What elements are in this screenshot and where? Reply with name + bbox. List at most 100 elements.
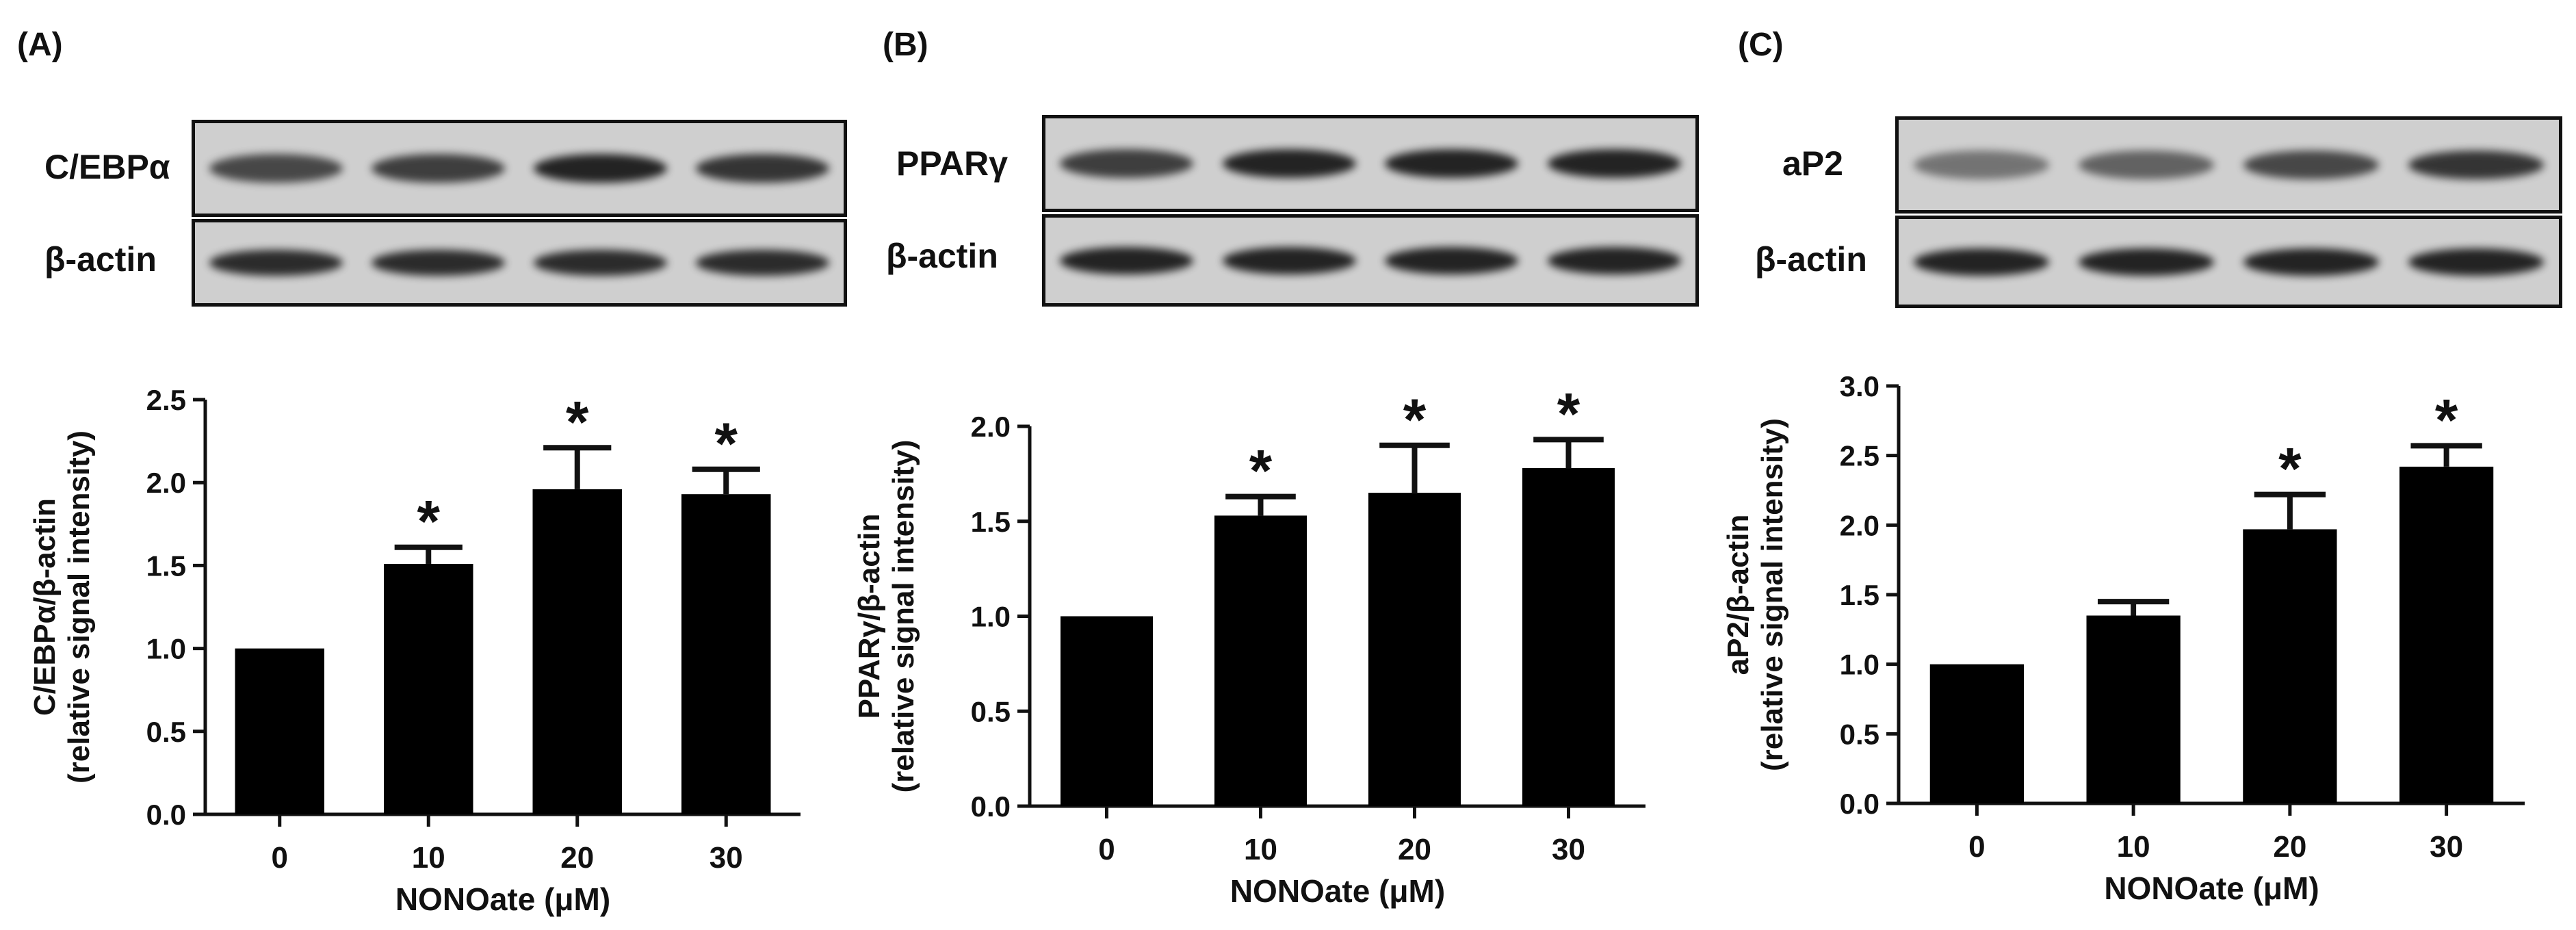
bar xyxy=(1061,616,1153,806)
blot-band xyxy=(209,250,343,276)
x-tick-label: 10 xyxy=(1244,833,1277,866)
blot-band xyxy=(2078,248,2214,276)
blot-band xyxy=(2408,150,2545,180)
blot-band xyxy=(1913,248,2049,276)
y-axis-label: PPARγ/β-actin xyxy=(853,514,886,719)
bar xyxy=(2086,615,2181,803)
significance-marker: * xyxy=(1249,439,1273,504)
x-tick-label: 0 xyxy=(272,841,288,875)
bar xyxy=(384,563,473,814)
bar xyxy=(532,489,622,814)
blot-band xyxy=(2408,248,2545,276)
bar-chart: 0.0 0.5 1.0 1.5 2.0 0 10 * 20 * 30 * NONOate (μM) PPA… xyxy=(853,381,1645,909)
blot-band xyxy=(372,250,505,276)
blot-band xyxy=(1913,150,2049,180)
blot-control-label: β-actin xyxy=(1755,240,1867,279)
blot-band xyxy=(2078,150,2214,180)
y-axis-label: C/EBPα/β-actin xyxy=(28,498,62,716)
bar xyxy=(1522,468,1615,806)
blot-band xyxy=(2243,248,2380,276)
x-tick-label: 30 xyxy=(2430,830,2463,864)
y-tick-label: 3.0 xyxy=(1840,370,1879,402)
bar xyxy=(1368,493,1461,806)
blot-target-strip xyxy=(1895,116,2562,214)
blot-band xyxy=(2243,150,2380,180)
blot-band xyxy=(1222,148,1356,179)
panel-a: (A) C/EBPα β-actin 0.0 0.5 1.0 1.5 2.0 2.5 0 10… xyxy=(0,0,859,930)
bar xyxy=(681,494,771,814)
significance-marker: * xyxy=(715,411,738,477)
x-tick-label: 20 xyxy=(2273,830,2306,864)
significance-marker: * xyxy=(417,489,441,555)
y-tick-label: 0.5 xyxy=(1840,718,1879,750)
y-tick-label: 1.5 xyxy=(146,550,186,582)
y-tick-label: 2.0 xyxy=(146,467,186,499)
x-tick-label: 10 xyxy=(412,841,445,875)
y-tick-label: 0.0 xyxy=(146,799,186,831)
x-tick-label: 0 xyxy=(1968,830,1985,864)
blot-band xyxy=(1060,148,1194,179)
y-tick-label: 0.0 xyxy=(1840,788,1879,820)
blot-control-strip xyxy=(1042,214,1699,307)
panel-label: (A) xyxy=(17,27,63,63)
y-tick-label: 1.0 xyxy=(1840,649,1879,681)
x-axis-label: NONOate (μM) xyxy=(2104,870,2319,906)
blot-control-label: β-actin xyxy=(44,240,157,279)
significance-marker: * xyxy=(566,389,589,455)
x-axis-label: NONOate (μM) xyxy=(1230,873,1445,909)
blot-band xyxy=(534,250,667,276)
y-tick-label: 2.5 xyxy=(1840,440,1879,472)
bar-chart: 0.0 0.5 1.0 1.5 2.0 2.5 3.0 0 10 20 * 30 * NONOate (μ… xyxy=(1721,370,2525,906)
blot-target-label: PPARγ xyxy=(896,144,1009,183)
x-tick-label: 30 xyxy=(710,841,743,875)
y-axis-label: (relative signal intensity) xyxy=(887,440,920,793)
panel-c: (C) aP2 β-actin 0.0 0.5 1.0 1.5 2.0 2.5 3.0 0 10… xyxy=(1717,0,2576,930)
panel-label: (C) xyxy=(1738,27,1784,63)
blot-target-label: C/EBPα xyxy=(44,148,170,186)
y-tick-label: 1.0 xyxy=(971,601,1011,633)
blot-control-strip xyxy=(1895,216,2562,308)
blot-band xyxy=(372,153,505,183)
bar xyxy=(1929,664,2024,803)
blot-band xyxy=(1385,246,1519,274)
y-tick-label: 0.5 xyxy=(146,716,186,748)
y-axis-label: aP2/β-actin xyxy=(1721,515,1755,675)
y-tick-label: 2.5 xyxy=(146,384,186,416)
blot-band xyxy=(1547,148,1681,179)
bar xyxy=(2399,466,2494,803)
panel-label: (B) xyxy=(883,27,928,63)
y-tick-label: 1.5 xyxy=(1840,579,1879,611)
y-tick-label: 0.5 xyxy=(971,695,1011,727)
blot-target-strip xyxy=(192,120,847,217)
y-tick-label: 1.0 xyxy=(146,633,186,665)
blot-target-label: aP2 xyxy=(1782,144,1843,183)
bar xyxy=(235,648,324,814)
blot-control-label: β-actin xyxy=(886,237,998,275)
y-tick-label: 2.0 xyxy=(971,411,1011,443)
bar xyxy=(2243,529,2337,803)
panel-b: (B) PPARγ β-actin 0.0 0.5 1.0 1.5 2.0 0 10 * 20 *… xyxy=(853,0,1717,930)
blot-band xyxy=(534,153,667,183)
y-tick-label: 1.5 xyxy=(971,506,1011,538)
blot-band xyxy=(1060,246,1194,274)
blot-control-strip xyxy=(192,219,847,307)
x-tick-label: 30 xyxy=(1552,833,1585,866)
blot-band xyxy=(696,153,829,183)
bar xyxy=(1214,515,1307,806)
blot-band xyxy=(696,250,829,276)
significance-marker: * xyxy=(2435,387,2458,453)
significance-marker: * xyxy=(2278,437,2302,502)
significance-marker: * xyxy=(1403,387,1427,453)
x-axis-label: NONOate (μM) xyxy=(395,881,610,917)
bar-chart: 0.0 0.5 1.0 1.5 2.0 2.5 0 10 * 20 * 30 * NONOate (μM)… xyxy=(28,384,801,917)
x-tick-label: 20 xyxy=(560,841,594,875)
x-tick-label: 10 xyxy=(2117,830,2150,864)
y-tick-label: 0.0 xyxy=(971,790,1011,823)
blot-band xyxy=(209,153,343,183)
blot-band xyxy=(1222,246,1356,274)
blot-band xyxy=(1385,148,1519,179)
significance-marker: * xyxy=(1557,381,1580,447)
x-tick-label: 0 xyxy=(1098,833,1115,866)
y-tick-label: 2.0 xyxy=(1840,509,1879,541)
x-tick-label: 20 xyxy=(1398,833,1431,866)
